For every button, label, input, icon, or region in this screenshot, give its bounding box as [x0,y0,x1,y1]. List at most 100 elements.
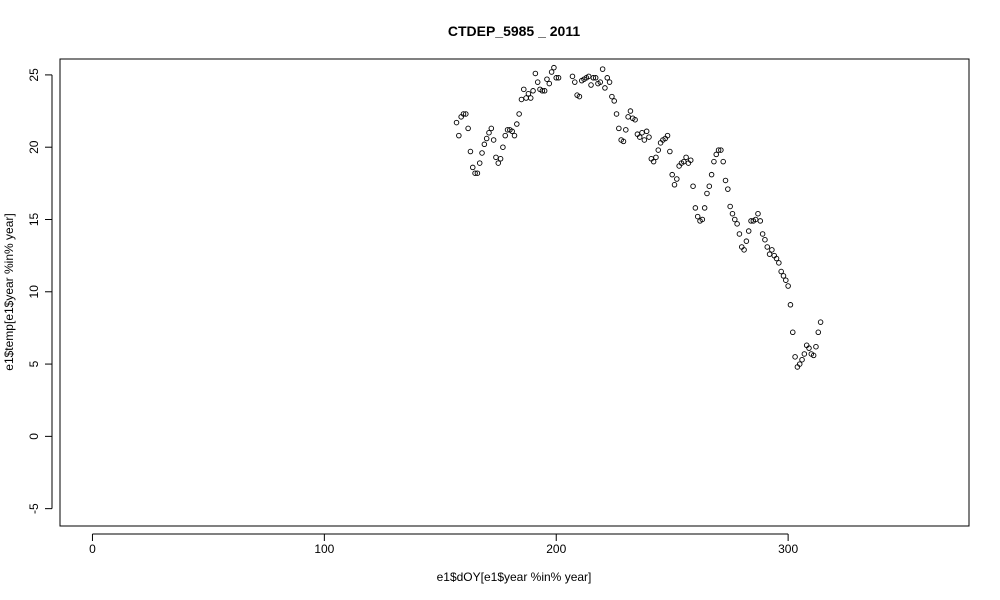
y-axis: -5 0 5 10 15 20 25 [27,68,53,514]
data-point [639,129,645,136]
data-point [611,98,617,104]
y-tick-label: 15 [27,212,41,226]
data-point [699,216,706,223]
data-point [671,182,678,188]
data-point [766,251,773,257]
data-point [706,183,713,189]
data-point [810,352,817,359]
data-point [792,354,798,360]
data-point [787,302,794,308]
data-point [616,125,622,132]
data-point [453,119,460,126]
data-point [783,277,789,283]
data-point [523,95,529,101]
data-point [541,88,548,94]
data-point [674,176,680,182]
data-point [725,186,731,192]
data-point [470,164,476,171]
data-point [643,128,650,135]
data-point [632,116,638,123]
data-point [521,86,527,93]
data-point [694,213,701,220]
data-point [490,137,497,143]
data-point [708,171,715,178]
data-point [683,154,689,161]
data-point [460,111,467,117]
y-tick-label: 5 [27,360,41,367]
data-point [764,244,771,250]
x-axis-label: e1$dOY[e1$year %in% year] [437,570,592,584]
data-point [572,79,578,85]
data-point [476,160,483,166]
data-point [576,93,583,100]
data-point [780,273,787,279]
data-point [790,329,796,336]
y-tick-label: 25 [27,68,41,82]
data-point [736,231,743,237]
data-point [646,134,652,140]
data-point [465,125,471,132]
data-point [551,64,557,71]
data-point [704,190,710,197]
data-point [534,79,541,85]
data-point [799,356,805,363]
data-point [664,132,671,139]
data-point [727,203,733,210]
y-tick-label: 10 [27,285,41,299]
data-point [636,134,643,140]
data-point [604,75,611,81]
data-point [539,88,546,94]
data-point [778,268,784,275]
data-point [486,129,492,136]
data-point [715,147,722,153]
y-tick-label: 20 [27,140,41,154]
data-point [511,132,518,139]
y-axis-label: e1$temp[e1$year %in% year] [2,213,16,370]
data-point [713,151,719,158]
data-point [502,132,508,139]
data-point [609,93,615,100]
data-point [692,205,699,211]
data-point [602,85,608,91]
x-tick-label: 100 [314,542,334,556]
data-point [516,111,522,117]
data-point [488,125,495,132]
data-point [613,111,620,117]
data-point [483,135,490,142]
data-point [456,132,462,139]
data-point [590,75,597,81]
data-point [817,319,824,325]
data-point [687,157,694,163]
data-point [493,154,499,161]
data-point [597,79,604,85]
data-point [525,90,532,97]
data-point [759,231,766,237]
x-tick-label: 300 [778,542,798,556]
plot-area-frame [59,58,970,527]
x-tick-label: 200 [546,542,566,556]
data-point [479,150,485,156]
data-point [655,147,662,153]
data-point [592,75,599,81]
data-point [518,96,525,103]
data-point [497,156,504,162]
data-point [641,137,648,143]
data-point [588,82,594,88]
data-point [690,183,696,189]
data-point [481,141,488,148]
data-point [467,148,474,155]
data-point [495,160,502,166]
data-point [806,345,812,351]
data-point [627,108,634,114]
data-point [785,283,791,289]
data-point [755,210,761,217]
data-point [732,216,738,223]
data-point [472,170,478,176]
y-tick-label: 0 [27,433,41,440]
data-point [815,329,822,336]
data-point [745,228,752,234]
data-point [620,138,627,145]
chart-title: CTDEP_5985 _ 2011 [448,23,581,39]
data-point [555,75,562,81]
